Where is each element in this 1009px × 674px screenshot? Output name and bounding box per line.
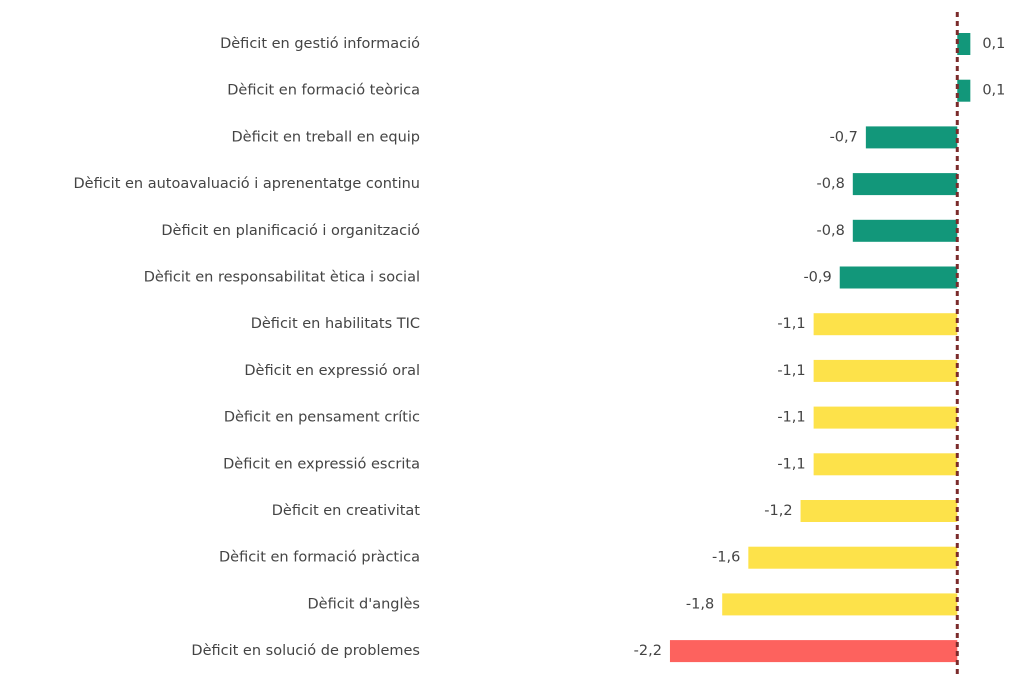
bar xyxy=(957,33,971,55)
category-label: Dèficit en habilitats TIC xyxy=(251,316,420,332)
value-label: -0,7 xyxy=(830,129,858,145)
bar xyxy=(669,640,958,663)
category-label: Dèficit en formació teòrica xyxy=(227,83,420,99)
category-label: Dèficit en expressió oral xyxy=(244,363,420,379)
category-label: Dèficit en creativitat xyxy=(272,503,421,519)
category-label: Dèficit en responsabilitat ètica i socia… xyxy=(144,270,420,286)
category-label: Dèficit en autoavaluació i aprenentatge … xyxy=(73,176,420,192)
bar xyxy=(852,173,958,196)
bar xyxy=(865,126,958,149)
bar xyxy=(813,359,958,382)
value-label: -0,9 xyxy=(803,270,831,286)
bar xyxy=(813,453,958,476)
bar xyxy=(800,500,958,522)
value-label: -0,8 xyxy=(817,223,845,239)
value-label: -1,1 xyxy=(777,363,805,379)
category-label: Dèficit d'anglès xyxy=(308,596,421,612)
category-label: Dèficit en formació pràctica xyxy=(219,550,420,566)
value-label: -1,8 xyxy=(686,596,714,612)
value-label: -1,2 xyxy=(764,503,792,519)
category-label: Dèficit en gestió informació xyxy=(220,36,420,52)
bar xyxy=(957,79,971,102)
category-label: Dèficit en treball en equip xyxy=(231,129,420,145)
value-label: -1,1 xyxy=(777,410,805,426)
value-label: -0,8 xyxy=(817,176,845,192)
value-label: -1,1 xyxy=(777,456,805,472)
bar xyxy=(722,593,958,616)
category-label: Dèficit en expressió escrita xyxy=(223,456,420,472)
category-label: Dèficit en pensament crític xyxy=(224,410,420,426)
value-label: 0,1 xyxy=(982,83,1005,99)
bar xyxy=(852,219,958,242)
bar xyxy=(839,266,958,289)
category-label: Dèficit en solució de problemes xyxy=(191,643,420,659)
category-label: Dèficit en planificació i organització xyxy=(161,223,420,239)
value-label: 0,1 xyxy=(982,36,1005,52)
value-label: -2,2 xyxy=(634,643,662,659)
bar xyxy=(813,313,958,336)
bar xyxy=(813,406,958,429)
value-label: -1,1 xyxy=(777,316,805,332)
bar xyxy=(748,546,958,569)
value-label: -1,6 xyxy=(712,550,740,566)
